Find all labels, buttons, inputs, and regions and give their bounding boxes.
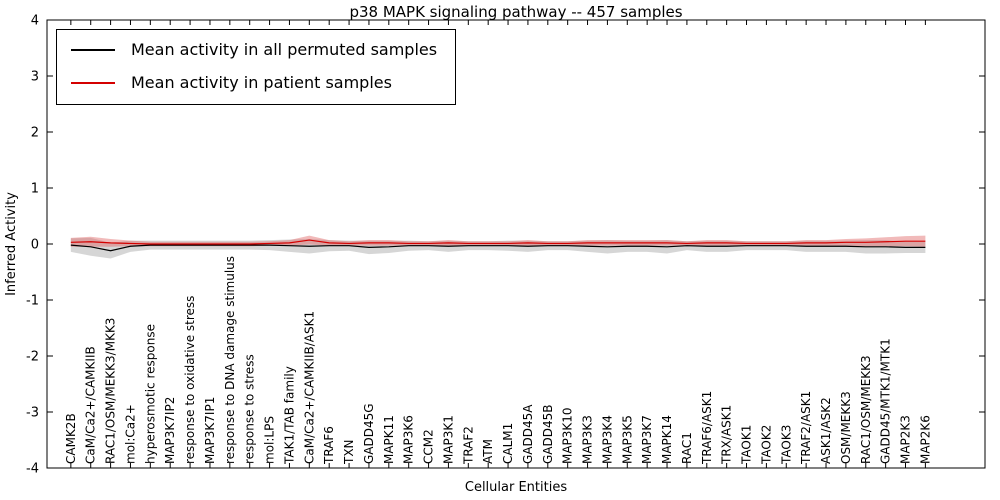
legend-label-permuted: Mean activity in all permuted samples (131, 40, 438, 59)
y-tick-labels: -4 -3 -2 -1 0 1 2 3 4 (26, 14, 39, 477)
line-series-0 (70, 244, 926, 252)
x-tick-label: MAPK14 (660, 415, 674, 464)
y-tick-label: -2 (26, 350, 39, 365)
x-tick-label: mol:Ca2+ (123, 404, 137, 464)
tick-marks (47, 19, 985, 469)
legend-line-permuted-icon (71, 48, 115, 51)
x-tick-label: TRAF2 (461, 426, 475, 465)
x-tick-label: MAP3K7IP1 (203, 397, 217, 464)
y-tick-label: 3 (31, 70, 39, 85)
legend-line-patient-icon (71, 81, 115, 84)
x-tick-label: RAC1 (680, 432, 694, 464)
y-axis-label: Inferred Activity (4, 192, 19, 296)
legend-entry-permuted: Mean activity in all permuted samples (71, 40, 437, 59)
x-tick-label: MAP2K3 (899, 415, 913, 464)
x-tick-label: TRAF2/ASK1 (799, 391, 813, 465)
x-tick-label: TAOK2 (759, 425, 773, 465)
y-tick-label: 2 (31, 126, 39, 141)
x-tick-label: MAP2K6 (918, 415, 932, 464)
x-tick-label: response to oxidative stress (183, 296, 197, 464)
x-tick-label: CALM1 (501, 423, 515, 464)
x-tick-label: MAP3K10 (561, 407, 575, 464)
x-tick-label: ATM (481, 439, 495, 464)
legend-entry-patient: Mean activity in patient samples (71, 73, 437, 92)
x-tick-label: OSM/MEKK3 (839, 391, 853, 464)
x-tick-label: CaM/Ca2+/CAMKIIB (84, 346, 98, 464)
x-tick-label: RAC1/OSM/MEKK3 (859, 355, 873, 464)
x-tick-label: CCM2 (422, 429, 436, 464)
y-tick-label: 4 (31, 14, 39, 29)
x-tick-label: response to stress (243, 354, 257, 464)
x-tick-label: MAPK11 (382, 415, 396, 464)
x-tick-label: MAP3K5 (620, 415, 634, 464)
x-tick-label: hyperosmotic response (143, 324, 157, 464)
x-tick-label: MAP3K7 (640, 415, 654, 464)
x-tick-labels: CAMK2B CaM/Ca2+/CAMKIIB RAC1/OSM/MEKK3/MKK… (64, 256, 933, 465)
x-tick-label: CAMK2B (64, 413, 78, 464)
band-series-1 (70, 235, 926, 247)
x-tick-label: GADD45G (362, 403, 376, 464)
x-tick-label: MAP3K6 (402, 415, 416, 464)
x-tick-label: mol:LPS (263, 416, 277, 464)
y-tick-label: -1 (26, 294, 39, 309)
x-tick-label: MAP3K1 (441, 415, 455, 464)
chart-title: p38 MAPK signaling pathway -- 457 sample… (349, 3, 683, 21)
y-tick-label: -4 (26, 462, 39, 477)
confidence-bands (70, 235, 926, 259)
x-tick-label: TRAF6 (322, 426, 336, 465)
x-tick-label: TAOK3 (779, 425, 793, 465)
x-tick-label: TRAF6/ASK1 (700, 391, 714, 465)
x-tick-label: MAP3K4 (600, 415, 614, 464)
x-tick-label: GADD45A (521, 404, 535, 464)
x-tick-label: TXN (342, 439, 356, 465)
x-tick-label: response to DNA damage stimulus (223, 256, 237, 464)
y-tick-label: 0 (31, 238, 39, 253)
x-tick-label: GADD45B (541, 405, 555, 465)
x-tick-label: RAC1/OSM/MEKK3/MKK3 (104, 318, 118, 464)
x-tick-label: CaM/Ca2+/CAMKIIB/ASK1 (302, 311, 316, 464)
x-tick-label: TAOK1 (740, 425, 754, 465)
legend-label-patient: Mean activity in patient samples (131, 73, 392, 92)
x-tick-label: MAP3K7IP2 (163, 397, 177, 464)
y-tick-label: -3 (26, 406, 39, 421)
x-tick-label: MAP3K3 (581, 415, 595, 464)
line-series-1 (70, 239, 926, 245)
x-tick-label: ASK1/ASK2 (819, 397, 833, 464)
x-tick-label: TRX/ASK1 (720, 405, 734, 465)
x-tick-label: GADD45/MTK1/MTK1 (879, 338, 893, 464)
x-tick-label: TAK1/TAB family (282, 366, 296, 465)
series-lines (70, 239, 926, 252)
y-tick-label: 1 (31, 182, 39, 197)
x-axis-label: Cellular Entities (465, 480, 567, 495)
legend: Mean activity in all permuted samples Me… (56, 29, 457, 105)
